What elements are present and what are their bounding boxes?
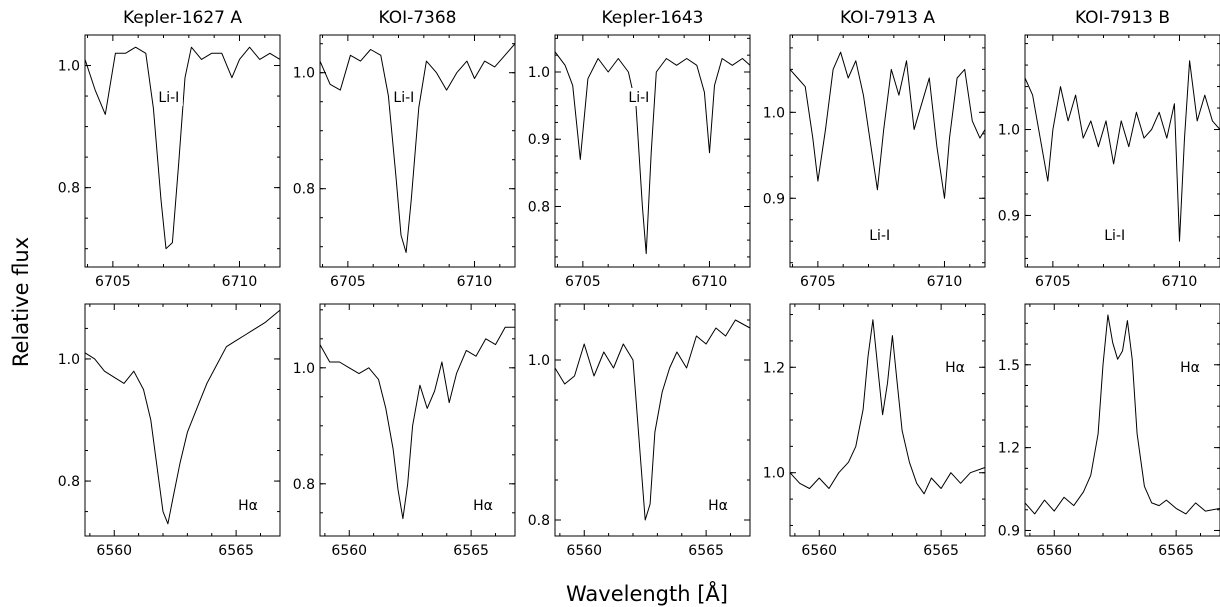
spectrum-line <box>554 319 751 521</box>
x-tick-label: 6705 <box>800 274 836 290</box>
panel-frame <box>84 34 281 268</box>
panel-frame <box>319 34 516 268</box>
panel-frame <box>554 34 751 268</box>
annotation-background <box>154 88 183 106</box>
spectrum-line <box>319 326 515 520</box>
y-tick-label: 0.8 <box>528 199 550 215</box>
x-tick-label: 6710 <box>222 274 258 290</box>
panel-title: Kepler-1643 <box>601 8 703 28</box>
panel-frame <box>789 34 986 268</box>
line-annotation: Hα <box>473 498 493 514</box>
annotation-background <box>389 88 418 106</box>
panel-frame <box>1024 303 1220 537</box>
spectrum-line <box>319 43 516 253</box>
line-annotation: Li-I <box>158 90 179 106</box>
y-tick-label: 1.5 <box>998 358 1020 374</box>
y-tick-label: 1.0 <box>528 65 550 81</box>
spectrum-line <box>554 51 751 255</box>
spectrum-line <box>1024 60 1220 242</box>
spectrum-line <box>789 51 986 199</box>
x-tick-label: 6560 <box>566 543 602 559</box>
y-tick-label: 0.8 <box>293 182 315 198</box>
y-tick-label: 0.8 <box>58 474 80 490</box>
x-tick-label: 6710 <box>927 274 963 290</box>
spectrum-line <box>84 309 281 525</box>
y-tick-label: 1.0 <box>998 123 1020 139</box>
x-tick-label: 6565 <box>688 543 724 559</box>
y-tick-label: 0.8 <box>293 477 315 493</box>
spectrum-line <box>84 46 281 250</box>
panel-frame <box>319 303 516 537</box>
y-tick-label: 1.0 <box>293 66 315 82</box>
annotation-background <box>624 88 653 106</box>
line-annotation: Hα <box>945 360 965 376</box>
panel-title: KOI-7913 A <box>840 8 935 28</box>
x-tick-label: 6560 <box>801 543 837 559</box>
y-tick-label: 1.0 <box>528 353 550 369</box>
y-tick-label: 1.0 <box>58 352 80 368</box>
panel-title: Kepler-1627 A <box>123 8 242 28</box>
line-annotation: Hα <box>238 498 258 514</box>
panel-title: KOI-7368 <box>378 8 456 28</box>
x-tick-label: 6565 <box>218 543 254 559</box>
y-tick-label: 1.0 <box>763 466 785 482</box>
spectrum-line <box>1024 314 1220 515</box>
x-tick-label: 6565 <box>453 543 489 559</box>
line-annotation: Hα <box>708 498 728 514</box>
x-tick-label: 6705 <box>95 274 131 290</box>
x-tick-label: 6560 <box>331 543 367 559</box>
x-tick-label: 6705 <box>565 274 601 290</box>
y-tick-label: 0.9 <box>528 132 550 148</box>
x-tick-label: 6565 <box>923 543 959 559</box>
y-tick-label: 1.2 <box>763 360 785 376</box>
y-tick-label: 1.0 <box>58 59 80 75</box>
line-annotation: Li-I <box>628 90 649 106</box>
x-tick-label: 6565 <box>1158 543 1194 559</box>
y-tick-label: 0.8 <box>58 181 80 197</box>
y-tick-label: 1.0 <box>763 105 785 121</box>
line-annotation: Hα <box>1180 360 1200 376</box>
x-tick-label: 6560 <box>1036 543 1072 559</box>
spectrum-line <box>789 319 986 495</box>
line-annotation: Li-I <box>1104 228 1125 244</box>
x-tick-label: 6560 <box>96 543 132 559</box>
y-tick-label: 1.0 <box>293 361 315 377</box>
panel-frame <box>789 303 986 537</box>
panel-title: KOI-7913 B <box>1075 8 1170 28</box>
line-annotation: Li-I <box>393 90 414 106</box>
y-tick-label: 1.2 <box>998 441 1020 457</box>
x-tick-label: 6705 <box>330 274 366 290</box>
line-annotation: Li-I <box>869 228 890 244</box>
y-tick-label: 0.9 <box>998 208 1020 224</box>
y-tick-label: 0.9 <box>998 523 1020 539</box>
y-tick-label: 0.9 <box>763 191 785 207</box>
x-tick-label: 6710 <box>1162 274 1198 290</box>
x-axis-label: Wavelength [Å] <box>566 580 728 606</box>
panel-frame <box>554 303 751 537</box>
y-tick-label: 0.8 <box>528 513 550 529</box>
x-tick-label: 6710 <box>457 274 493 290</box>
x-tick-label: 6705 <box>1035 274 1071 290</box>
y-axis-label: Relative flux <box>9 237 33 367</box>
x-tick-label: 6710 <box>692 274 728 290</box>
